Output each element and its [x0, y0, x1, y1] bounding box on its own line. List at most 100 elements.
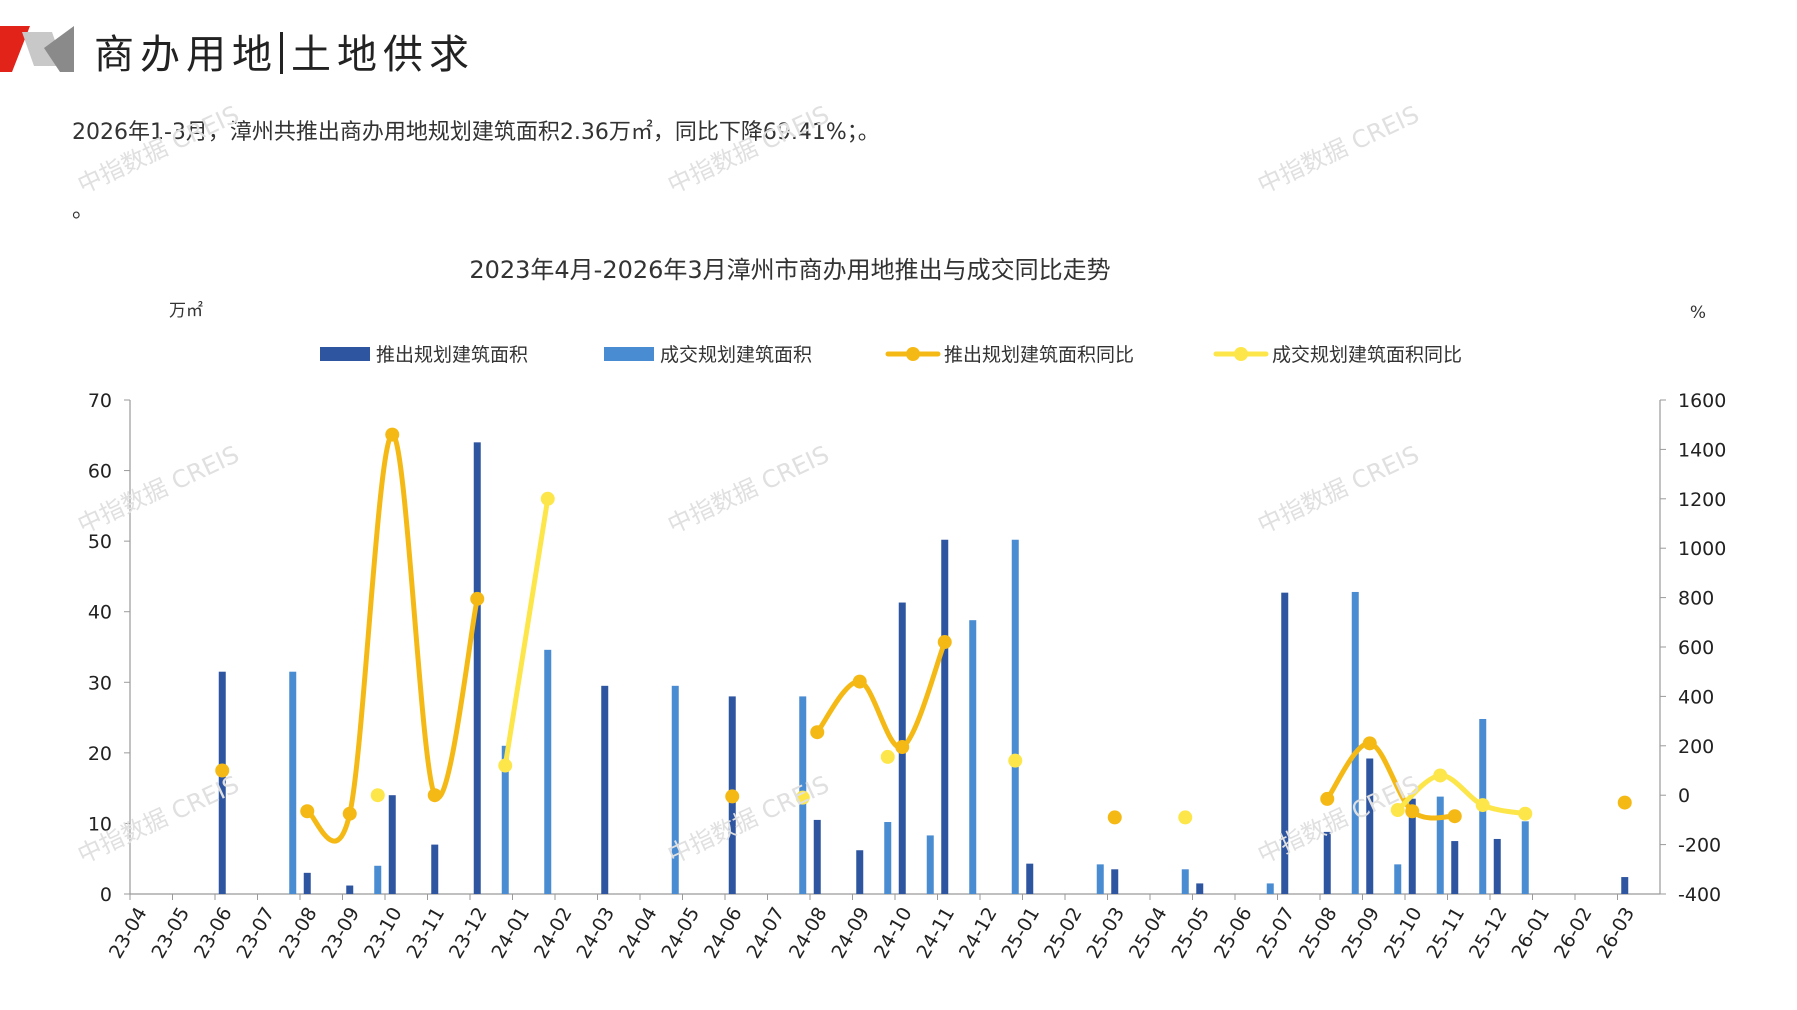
summary-text: 2026年1-3月，漳州共推出商办用地规划建筑面积2.36万㎡，同比下降69.4… — [72, 120, 880, 145]
page-title: 商办用地 土地供求 — [94, 22, 475, 80]
x-tick-label: 23-07 — [232, 904, 279, 963]
line-deal-yoy — [1395, 772, 1528, 817]
x-tick-label: 25-02 — [1040, 904, 1087, 963]
line-supply-yoy — [814, 639, 948, 750]
right-tick-label: 800 — [1678, 588, 1714, 610]
bar-supply — [218, 671, 226, 894]
line-supply-yoy — [1324, 740, 1458, 821]
bar-supply — [601, 685, 609, 894]
x-tick-label: 24-09 — [827, 904, 874, 963]
brand-logo-mark — [0, 26, 74, 72]
left-tick-label: 60 — [88, 461, 112, 483]
bar-supply — [431, 844, 439, 894]
left-tick-label: 10 — [88, 813, 112, 835]
line-deal-yoy — [502, 496, 551, 769]
bar-supply — [1621, 877, 1629, 894]
legend-marker-2 — [906, 347, 920, 361]
point-supply-yoy — [810, 725, 825, 740]
legend-label-2: 推出规划建筑面积同比 — [944, 344, 1134, 366]
point-supply-yoy — [1320, 791, 1335, 806]
legend-label-3: 成交规划建筑面积同比 — [1272, 344, 1462, 366]
left-axis-unit: 万㎡ — [169, 301, 203, 321]
right-tick-label: -400 — [1678, 884, 1721, 906]
point-deal-yoy — [1518, 806, 1533, 821]
legend-swatch-0 — [320, 347, 370, 361]
bar-supply — [346, 885, 354, 894]
bar-supply — [1451, 841, 1459, 894]
x-tick-label: 24-08 — [785, 904, 832, 963]
point-supply-yoy — [470, 591, 485, 606]
title-separator — [280, 32, 283, 74]
bar-supply — [1493, 838, 1501, 894]
left-tick-label: 50 — [88, 531, 112, 553]
right-tick-label: -200 — [1678, 835, 1721, 857]
left-tick-label: 40 — [88, 602, 112, 624]
bar-deal — [374, 865, 382, 894]
x-tick-label: 24-12 — [955, 904, 1002, 963]
x-tick-label: 23-09 — [317, 904, 364, 963]
x-tick-label: 24-06 — [700, 904, 747, 963]
bar-deal — [1521, 821, 1529, 894]
legend-marker-3 — [1234, 347, 1248, 361]
x-tick-label: 25-03 — [1082, 904, 1129, 963]
bar-supply — [388, 795, 396, 894]
x-tick-label: 23-04 — [105, 904, 152, 963]
x-tick-label: 25-04 — [1125, 904, 1172, 963]
bar-supply — [1026, 863, 1034, 894]
x-tick-label: 25-06 — [1210, 904, 1257, 963]
legend-label-1: 成交规划建筑面积 — [660, 344, 812, 366]
point-supply-yoy — [1405, 804, 1420, 819]
x-tick-label: 24-05 — [657, 904, 704, 963]
point-deal-yoy — [1433, 768, 1448, 783]
bar-deal — [926, 835, 934, 894]
page-title-right: 土地供求 — [291, 32, 475, 78]
x-tick-label: 23-12 — [445, 904, 492, 963]
x-tick-label: 25-07 — [1252, 904, 1299, 963]
bar-supply — [473, 442, 481, 894]
point-supply-yoy — [937, 635, 952, 650]
point-deal-yoy — [540, 491, 555, 506]
watermark-text: 中指数据 CREIS — [663, 100, 834, 200]
x-tick-label: 24-04 — [615, 904, 662, 963]
point-deal-yoy — [1390, 803, 1405, 818]
bar-deal — [969, 620, 977, 894]
point-deal-yoy — [498, 758, 513, 773]
right-tick-label: 200 — [1678, 736, 1714, 758]
point-supply-yoy — [215, 763, 230, 778]
legend-swatch-1 — [604, 347, 654, 361]
x-tick-label: 26-01 — [1507, 904, 1554, 963]
bar-supply — [303, 872, 311, 894]
x-tick-label: 25-09 — [1337, 904, 1384, 963]
point-deal-yoy — [1008, 753, 1023, 768]
right-axis-unit: % — [1690, 303, 1706, 323]
bar-deal — [1011, 539, 1019, 894]
x-tick-label: 25-05 — [1167, 904, 1214, 963]
x-tick-label: 25-08 — [1295, 904, 1342, 963]
left-tick-label: 0 — [100, 884, 112, 906]
x-tick-label: 25-12 — [1465, 904, 1512, 963]
bar-supply — [1111, 869, 1119, 894]
bar-deal — [544, 649, 552, 894]
watermark-text: 中指数据 CREIS — [73, 100, 244, 200]
bar-supply — [1366, 758, 1374, 894]
x-tick-label: 25-11 — [1422, 904, 1469, 963]
line-supply-yoy — [304, 432, 480, 844]
point-supply-yoy — [1617, 795, 1632, 810]
x-tick-label: 26-03 — [1592, 904, 1639, 963]
x-tick-label: 23-05 — [147, 904, 194, 963]
x-tick-label: 24-10 — [870, 904, 917, 963]
right-tick-label: 1200 — [1678, 489, 1726, 511]
point-supply-yoy — [852, 674, 867, 689]
bar-deal — [501, 745, 509, 894]
point-supply-yoy — [427, 788, 442, 803]
point-supply-yoy — [300, 804, 315, 819]
x-tick-label: 24-02 — [530, 904, 577, 963]
bar-deal — [884, 822, 892, 894]
bar-deal — [1181, 869, 1189, 894]
point-supply-yoy — [1447, 809, 1462, 824]
x-tick-label: 24-03 — [572, 904, 619, 963]
bar-deal — [1266, 883, 1274, 894]
chart-title: 2023年4月-2026年3月漳州市商办用地推出与成交同比走势 — [469, 256, 1110, 284]
bar-deal — [1096, 864, 1104, 894]
bar-supply — [1323, 831, 1331, 894]
